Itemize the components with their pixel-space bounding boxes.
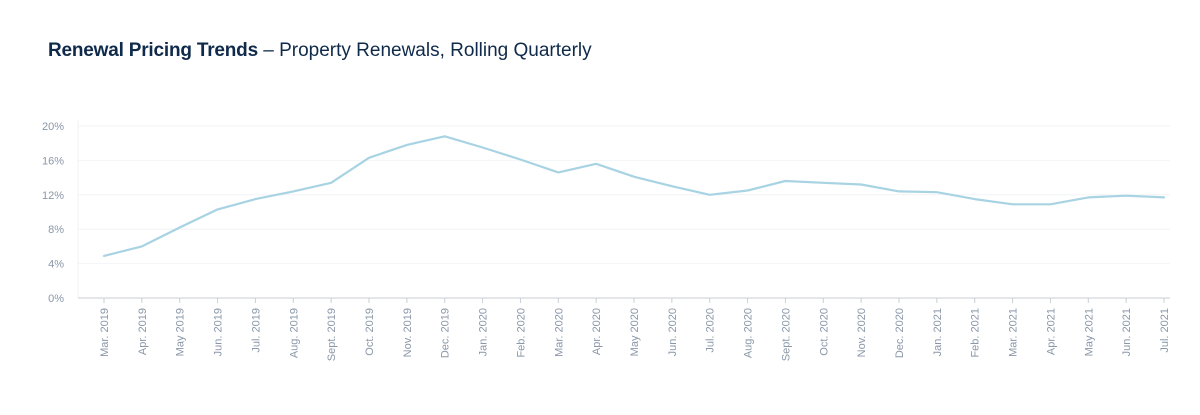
x-tick-label: Jul. 2021: [1159, 308, 1171, 353]
data-point: [518, 157, 523, 162]
x-tick-label: May 2019: [175, 308, 187, 356]
data-point: [404, 142, 409, 147]
data-point: [669, 184, 674, 189]
chart-title-separator: –: [257, 40, 280, 61]
data-point: [1124, 193, 1129, 198]
series-layer: [102, 134, 1167, 258]
data-point: [745, 188, 750, 193]
data-point: [556, 170, 561, 175]
data-point: [594, 161, 599, 166]
x-tick-label: Jul. 2020: [705, 308, 717, 353]
y-axis: 0% 4% 8% 12% 16% 20%: [42, 121, 64, 305]
data-point: [1162, 195, 1167, 200]
data-point: [707, 192, 712, 197]
x-tick-label: May 2021: [1083, 308, 1095, 356]
y-tick-label: 8%: [48, 224, 64, 236]
data-point: [897, 189, 902, 194]
data-point: [291, 189, 296, 194]
x-tick-label: Jun. 2019: [213, 308, 225, 356]
chart-subtitle: Property Renewals, Rolling Quarterly: [279, 40, 592, 61]
data-point: [783, 179, 788, 184]
data-point: [442, 134, 447, 139]
data-point: [1048, 202, 1053, 207]
x-tick-label: May 2020: [629, 308, 641, 356]
x-tick-label: Jan. 2020: [478, 308, 490, 356]
y-tick-label: 16%: [42, 155, 64, 167]
x-tick-label: Mar. 2020: [553, 308, 565, 357]
y-tick-label: 4%: [48, 259, 64, 271]
x-tick-label: Feb. 2021: [970, 308, 982, 358]
x-tick-label: Oct. 2020: [818, 308, 830, 356]
x-tick-label: Nov. 2019: [402, 308, 414, 357]
x-tick-label: Dec. 2019: [440, 308, 452, 358]
data-point: [1010, 202, 1015, 207]
x-tick-label: Feb. 2020: [515, 308, 527, 358]
data-point: [1086, 195, 1091, 200]
x-tick-label: Dec. 2020: [894, 308, 906, 358]
y-tick-label: 0%: [48, 293, 64, 305]
data-point: [480, 145, 485, 150]
series-line: [102, 135, 1166, 257]
x-tick-label: Jun. 2021: [1121, 308, 1133, 356]
x-tick-label: Jan. 2021: [932, 308, 944, 356]
data-point: [859, 182, 864, 187]
x-tick-label: Jul. 2019: [250, 308, 262, 353]
x-tick-label: Apr. 2019: [137, 308, 149, 355]
x-tick-label: Mar. 2019: [99, 308, 111, 357]
x-tick-label: Mar. 2021: [1008, 308, 1020, 357]
data-point: [215, 207, 220, 212]
data-point: [139, 244, 144, 249]
x-tick-label: Sept. 2019: [326, 308, 338, 361]
data-point: [972, 197, 977, 202]
gridlines: [78, 125, 1170, 265]
data-point: [632, 174, 637, 179]
data-point: [177, 225, 182, 230]
data-point: [934, 190, 939, 195]
data-point: [821, 180, 826, 185]
x-tick-label: Apr. 2020: [591, 308, 603, 355]
x-tick-label: Apr. 2021: [1045, 308, 1057, 355]
x-axis-ticks: Mar. 2019 Apr. 2019 May 2019 Jun. 2019 Jul. …: [99, 298, 1171, 361]
x-tick-label: Sept. 2020: [780, 308, 792, 361]
chart-title-main: Renewal Pricing Trends: [48, 40, 258, 61]
y-tick-label: 12%: [42, 190, 64, 202]
y-tick-label: 20%: [42, 121, 64, 133]
chart-title: Renewal Pricing Trends – Property Renewa…: [48, 40, 592, 62]
x-axis: [77, 120, 1170, 299]
data-point: [329, 180, 334, 185]
data-point: [367, 155, 372, 160]
x-tick-label: Nov. 2020: [856, 308, 868, 357]
x-tick-label: Oct. 2019: [364, 308, 376, 356]
data-point: [102, 253, 107, 258]
data-point: [253, 197, 258, 202]
x-tick-label: Jun. 2020: [667, 308, 679, 356]
x-tick-label: Aug. 2019: [288, 308, 300, 358]
x-tick-label: Aug. 2020: [743, 308, 755, 358]
